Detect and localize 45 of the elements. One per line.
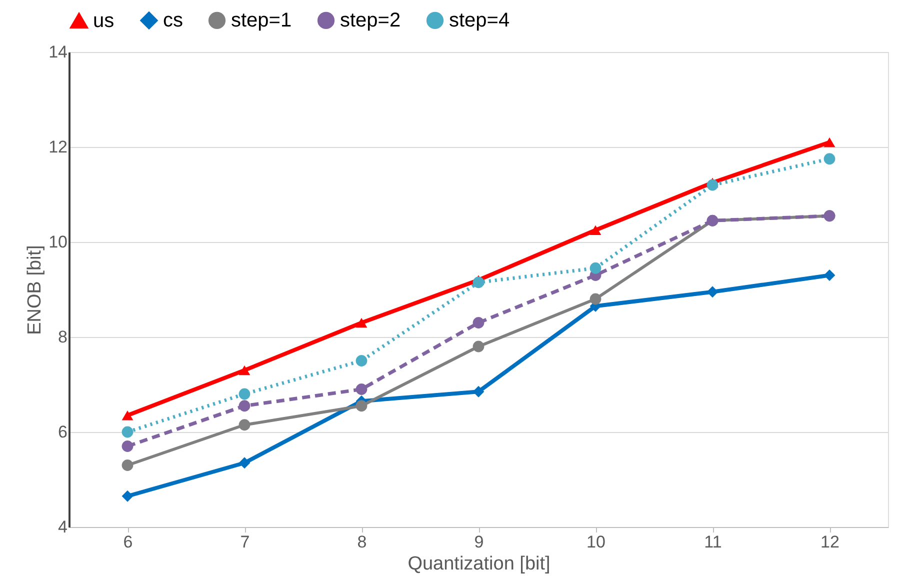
- x-tick-label: 12: [820, 532, 840, 552]
- point: [356, 400, 368, 412]
- point: [356, 384, 368, 395]
- point: [472, 276, 484, 288]
- point: [122, 440, 134, 452]
- point: [238, 457, 250, 469]
- point: [824, 137, 836, 148]
- x-tick-label: 7: [240, 532, 250, 552]
- point: [122, 426, 134, 438]
- legend-label: step=1: [231, 9, 292, 32]
- point: [472, 317, 484, 328]
- point: [590, 262, 602, 274]
- point: [824, 153, 836, 165]
- point: [356, 318, 368, 328]
- point: [122, 490, 134, 502]
- legend-label: us: [93, 10, 114, 32]
- point: [238, 388, 250, 400]
- legend-label: cs: [163, 9, 183, 32]
- y-axis-title: ENOB [bit]: [24, 245, 46, 335]
- point: [706, 286, 718, 298]
- x-tick-label: 10: [586, 532, 606, 552]
- legend-label: step=4: [449, 9, 510, 32]
- x-tick-label: 8: [357, 532, 367, 552]
- point: [238, 419, 250, 431]
- point: [824, 270, 836, 281]
- point: [238, 400, 250, 412]
- point: [122, 410, 134, 420]
- x-tick-label: 9: [474, 532, 484, 552]
- point: [356, 355, 368, 366]
- point: [590, 225, 602, 236]
- y-tick-label: 8: [58, 328, 68, 346]
- point: [122, 460, 134, 471]
- y-tick-label: 14: [48, 42, 68, 62]
- x-tick-label: 11: [704, 532, 722, 552]
- point: [706, 179, 718, 191]
- y-tick-label: 12: [48, 138, 68, 156]
- y-tick-label: 6: [58, 422, 68, 442]
- point: [590, 293, 602, 305]
- x-tick-label: 6: [123, 532, 133, 552]
- y-tick-label: 4: [58, 518, 68, 536]
- legend-label: step=2: [340, 9, 401, 32]
- point: [238, 365, 250, 376]
- y-tick-label: 10: [48, 232, 68, 252]
- point: [472, 340, 484, 352]
- x-axis-title: Quantization [bit]: [408, 554, 550, 574]
